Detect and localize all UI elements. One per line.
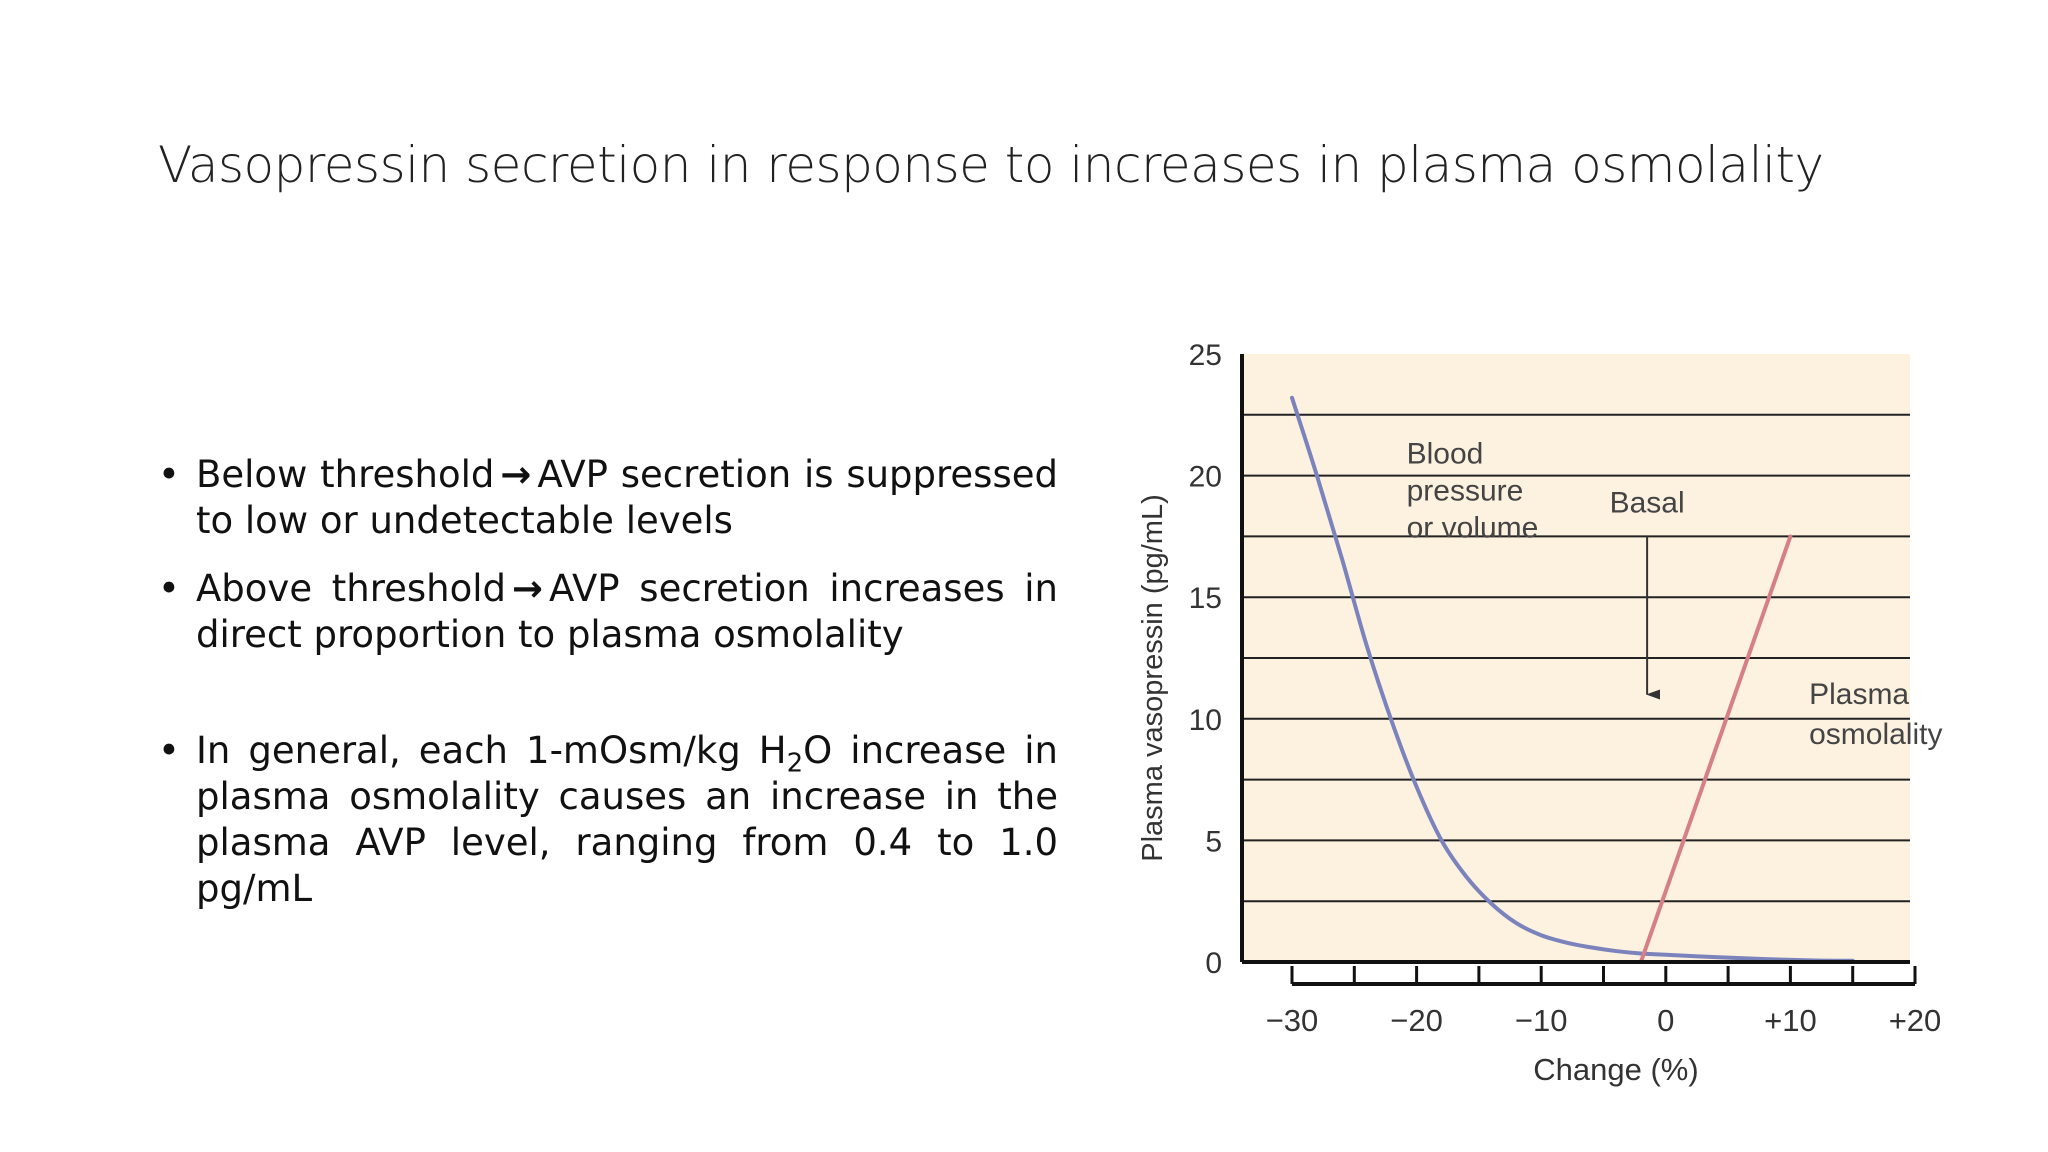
series-label-plasma-osmolality: osmolality	[1809, 718, 1942, 751]
slide-title: Vasopressin secretion in response to inc…	[158, 136, 1824, 194]
x-tick-label: 0	[1657, 1003, 1674, 1038]
right-arrow-icon: →	[512, 567, 544, 610]
bullet-item: In general, each 1-mOsm/kg H2O increase …	[158, 728, 1058, 912]
y-axis-title: Plasma vasopressin (pg/mL)	[1137, 494, 1169, 861]
series-blood-pressure-line	[1290, 395, 1855, 963]
x-axis-title: Change (%)	[1533, 1052, 1698, 1087]
y-tick-label: 0	[1205, 947, 1222, 980]
x-tick-label: +20	[1889, 1003, 1942, 1038]
y-tick-label: 20	[1189, 461, 1222, 494]
series-plasma-osmolality-line	[1638, 534, 1793, 964]
bullet-lead: Below threshold	[196, 453, 495, 496]
right-arrow-icon: →	[500, 453, 532, 496]
annotation-basal-label: Basal	[1610, 486, 1685, 519]
bullet-lead: Above threshold	[196, 567, 507, 610]
x-tick-label: −30	[1266, 1003, 1319, 1038]
y-tick-label: 25	[1189, 339, 1222, 372]
subscript: 2	[786, 748, 804, 779]
bullet-body: O increase in plasma osmolality causes a…	[196, 729, 1059, 910]
bullet-lead: In general, each 1-mOsm/kg H	[196, 729, 787, 772]
y-tick-label: 5	[1205, 825, 1222, 858]
series-label-blood-pressure: or volume	[1407, 511, 1539, 544]
bullet-body: AVP secretion is suppressed to low or un…	[196, 453, 1058, 542]
bullet-item: Above threshold→AVP secretion increases …	[158, 566, 1058, 658]
x-tick-label: −10	[1515, 1003, 1568, 1038]
series-label-blood-pressure: Blood	[1407, 437, 1484, 470]
y-tick-label: 15	[1189, 582, 1222, 615]
bullet-list: Below threshold→AVP secretion is suppres…	[158, 452, 1058, 912]
x-tick-label: +10	[1764, 1003, 1817, 1038]
bullet-body: AVP secretion increases in direct propor…	[196, 567, 1059, 656]
series-label-plasma-osmolality: Plasma	[1809, 678, 1909, 711]
bullet-item: Below threshold→AVP secretion is suppres…	[158, 452, 1058, 544]
series-label-blood-pressure: pressure	[1407, 474, 1524, 507]
vasopressin-chart: 0 5 10 15 20 25 −30 −20 −10 0 +10 +20 Change (%) Plas…	[1137, 339, 1942, 1087]
y-tick-label: 10	[1189, 704, 1222, 737]
x-tick-label: −20	[1390, 1003, 1443, 1038]
